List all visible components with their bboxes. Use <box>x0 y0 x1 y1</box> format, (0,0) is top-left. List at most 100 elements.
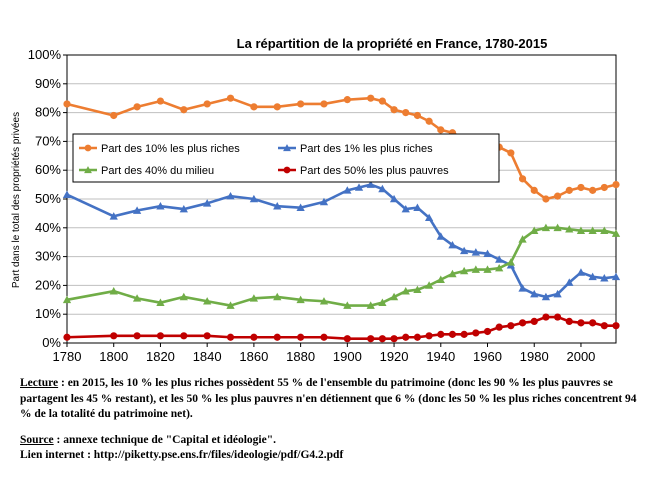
data-point <box>343 186 352 194</box>
legend-entry: Part des 40% du milieu <box>79 165 214 177</box>
x-tick-label: 1780 <box>53 349 82 364</box>
data-point <box>109 287 118 295</box>
data-point <box>483 265 492 273</box>
source-line: Source : annexe technique de "Capital et… <box>20 433 640 449</box>
data-point <box>366 180 375 188</box>
data-point <box>530 317 538 325</box>
legend-label: Part des 10% les plus riches <box>101 143 240 155</box>
data-point <box>203 199 212 207</box>
data-point <box>589 186 597 194</box>
x-tick-label: 1800 <box>99 349 128 364</box>
data-point <box>542 195 550 203</box>
chart: La répartition de la propriété en France… <box>11 36 621 364</box>
data-point <box>577 319 585 327</box>
x-tick-label: 1920 <box>380 349 409 364</box>
data-point <box>296 295 305 304</box>
data-point <box>576 226 586 234</box>
data-point <box>530 226 539 234</box>
data-point <box>425 332 433 340</box>
data-point <box>530 186 538 194</box>
data-point <box>425 117 433 125</box>
data-point <box>180 106 188 114</box>
data-point <box>389 292 399 301</box>
data-point <box>203 332 211 340</box>
series-3 <box>62 223 621 309</box>
data-point <box>588 226 597 234</box>
data-point <box>283 144 291 152</box>
data-point <box>179 292 188 301</box>
x-ticks: 1780 1800 1820 1840 1860 1880 1900 1920 1940 1960… <box>53 343 595 364</box>
data-point <box>600 322 608 330</box>
data-point <box>367 94 375 102</box>
data-point <box>249 294 259 302</box>
data-point <box>401 287 410 295</box>
data-point <box>354 183 364 191</box>
data-point <box>565 186 573 194</box>
data-point <box>612 322 620 330</box>
data-point <box>506 258 516 266</box>
data-point <box>553 192 562 200</box>
data-point <box>132 206 142 214</box>
data-point <box>518 319 527 327</box>
data-point <box>343 301 352 309</box>
data-point <box>273 333 281 341</box>
data-point <box>390 335 398 343</box>
data-point <box>63 100 71 108</box>
data-point <box>612 181 620 189</box>
data-point <box>518 235 527 243</box>
link-line: Lien internet : http://piketty.pse.ens.f… <box>20 449 344 461</box>
lecture-label: Lecture <box>20 377 59 389</box>
data-point <box>472 329 480 337</box>
data-point <box>460 266 469 275</box>
x-tick-label: 1980 <box>520 349 549 364</box>
data-point <box>320 333 328 341</box>
data-point <box>203 297 212 305</box>
data-point <box>297 100 305 108</box>
data-point <box>565 278 574 286</box>
data-point <box>483 249 492 258</box>
data-point <box>378 298 387 306</box>
data-point <box>273 202 282 210</box>
y-tick-label: 100% <box>28 47 62 62</box>
data-point <box>110 111 118 120</box>
series-2 <box>62 180 621 301</box>
data-point <box>378 97 386 105</box>
data-point <box>62 190 72 198</box>
data-point <box>283 166 291 174</box>
data-point <box>436 275 445 283</box>
data-point <box>507 322 515 330</box>
legend: Part des 10% les plus riches Part des 1% … <box>72 133 500 183</box>
data-point <box>577 183 585 192</box>
series-line <box>66 96 617 201</box>
data-point <box>483 327 492 336</box>
data-point <box>448 240 457 249</box>
data-point <box>203 100 211 108</box>
data-point <box>84 144 92 152</box>
caption: Lecture : en 2015, les 10 % les plus ric… <box>20 376 640 464</box>
data-point <box>413 203 422 211</box>
y-axis-label: Part dans le total des propriétés privée… <box>11 112 22 288</box>
data-point <box>495 255 504 263</box>
lecture-paragraph: Lecture : en 2015, les 10 % les plus ric… <box>20 376 640 423</box>
data-point <box>460 330 468 338</box>
legend-label: Part des 40% du milieu <box>101 165 214 177</box>
data-point <box>156 332 165 340</box>
source-text: : annexe technique de "Capital et idéolo… <box>53 433 276 446</box>
data-point <box>133 103 141 111</box>
x-tick-label: 1960 <box>473 349 502 364</box>
data-point <box>84 166 92 174</box>
data-point <box>402 333 410 341</box>
data-point <box>437 126 445 134</box>
data-point <box>600 226 609 234</box>
data-point <box>518 175 527 183</box>
data-point <box>62 295 72 304</box>
data-point <box>319 297 329 305</box>
data-point <box>156 97 165 105</box>
series-line <box>66 226 617 307</box>
data-point <box>413 111 422 120</box>
data-point <box>424 281 434 289</box>
data-point <box>413 333 422 341</box>
data-point <box>588 272 597 281</box>
data-point <box>273 292 282 301</box>
data-point <box>600 183 608 192</box>
